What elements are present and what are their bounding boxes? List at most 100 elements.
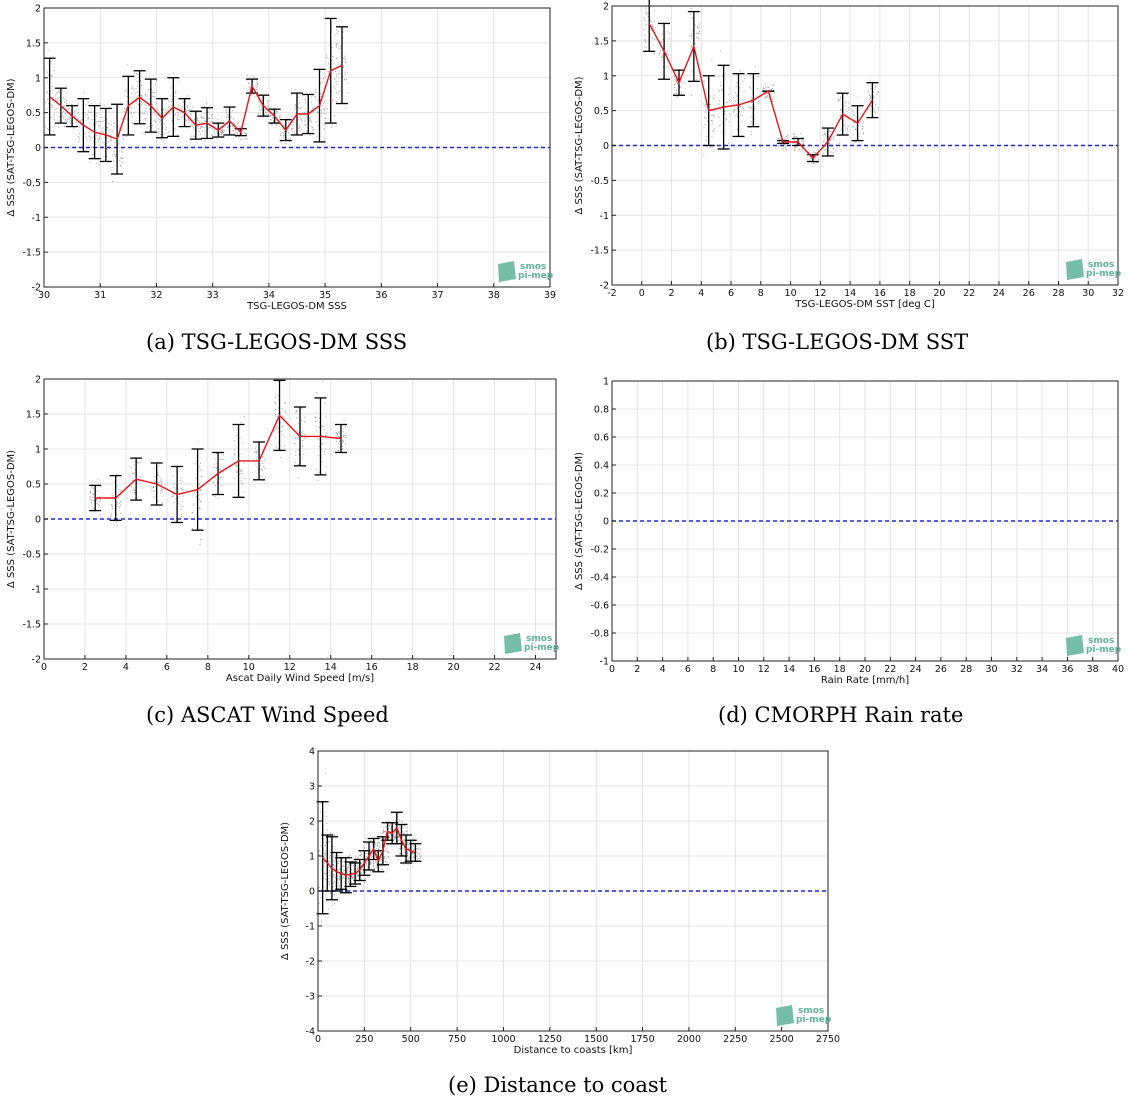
scatter-point <box>122 162 124 163</box>
scatter-point <box>212 127 213 129</box>
scatter-point <box>99 138 100 140</box>
scatter-point <box>698 38 700 39</box>
y-tick-label: 0.5 <box>594 106 609 117</box>
y-tick-label: 0.6 <box>594 433 609 444</box>
scatter-point <box>242 126 244 128</box>
scatter-point <box>766 96 768 98</box>
scatter-point <box>233 123 235 125</box>
scatter-point <box>299 126 301 128</box>
scatter-point <box>644 20 646 22</box>
scatter-point <box>301 119 303 121</box>
x-tick-label: 14 <box>325 662 337 673</box>
scatter-point <box>403 841 405 843</box>
scatter-point <box>341 889 343 891</box>
y-tick-label: -2 <box>32 655 41 666</box>
scatter-point <box>336 97 338 99</box>
scatter-point <box>319 422 321 424</box>
scatter-point <box>182 480 184 482</box>
scatter-point <box>214 129 216 130</box>
scatter-point <box>192 504 194 506</box>
scatter-point <box>795 146 797 148</box>
scatter-point <box>736 95 738 97</box>
scatter-point <box>318 455 320 456</box>
scatter-point <box>324 471 326 473</box>
scatter-point <box>331 47 333 48</box>
scatter-point <box>244 132 246 134</box>
scatter-point <box>410 849 412 851</box>
scatter-point <box>841 110 843 112</box>
scatter-point <box>713 114 715 116</box>
scatter-point <box>661 55 663 57</box>
y-tick-label: 2 <box>603 2 609 13</box>
scatter-point <box>404 847 405 848</box>
scatter-point <box>124 90 126 92</box>
scatter-point <box>323 878 324 879</box>
scatter-point <box>337 62 339 64</box>
scatter-point <box>343 440 345 442</box>
scatter-point <box>133 461 135 463</box>
scatter-point <box>868 94 870 96</box>
scatter-point <box>269 115 271 117</box>
scatter-point <box>355 884 357 886</box>
scatter-point <box>764 97 766 99</box>
scatter-point <box>356 865 358 867</box>
scatter-point <box>669 38 671 40</box>
scatter-point <box>208 125 210 127</box>
scatter-point <box>802 143 803 145</box>
x-tick-label: 4 <box>698 288 704 299</box>
scatter-point <box>724 73 726 75</box>
scatter-point <box>101 130 102 132</box>
scatter-point <box>342 57 344 59</box>
scatter-point <box>327 71 329 73</box>
scatter-point <box>365 872 367 873</box>
scatter-point <box>99 137 100 139</box>
scatter-point <box>332 56 333 58</box>
scatter-point <box>705 139 707 141</box>
scatter-point <box>294 133 296 135</box>
y-tick-label: -1 <box>32 585 41 596</box>
scatter-point <box>869 79 871 81</box>
x-tick-label: 37 <box>432 290 444 301</box>
scatter-point <box>793 149 795 151</box>
scatter-point <box>160 119 162 121</box>
scatter-point <box>220 132 222 133</box>
scatter-point <box>284 410 286 412</box>
scatter-point <box>287 138 289 140</box>
scatter-point <box>184 111 186 113</box>
scatter-point <box>381 862 383 864</box>
scatter-point <box>227 127 229 128</box>
scatter-point <box>397 827 399 829</box>
scatter-point <box>402 841 404 843</box>
scatter-point <box>109 135 111 136</box>
scatter-point <box>91 119 93 121</box>
scatter-point <box>295 411 297 413</box>
scatter-point <box>399 840 401 842</box>
scatter-point <box>176 134 178 136</box>
scatter-point <box>339 877 340 879</box>
scatter-point <box>741 121 743 123</box>
scatter-point <box>119 164 121 166</box>
scatter-point <box>121 157 123 159</box>
scatter-point <box>238 126 240 128</box>
scatter-point <box>733 103 735 105</box>
scatter-point <box>346 872 348 873</box>
scatter-point <box>50 99 52 101</box>
logo-text: pi-mep <box>518 271 554 281</box>
scatter-point <box>185 111 187 113</box>
scatter-point <box>53 114 55 116</box>
scatter-point <box>315 420 316 422</box>
scatter-point <box>343 66 345 68</box>
scatter-point <box>332 851 334 853</box>
scatter-point <box>265 111 266 113</box>
scatter-point <box>131 88 133 89</box>
scatter-point <box>673 76 675 77</box>
scatter-point <box>345 79 347 81</box>
scatter-point <box>194 129 196 131</box>
scatter-point <box>277 431 279 433</box>
scatter-point <box>378 849 380 851</box>
scatter-point <box>57 98 59 99</box>
scatter-point <box>297 107 299 109</box>
scatter-point <box>344 59 346 61</box>
x-tick-label: 1750 <box>630 1034 654 1045</box>
scatter-point <box>345 426 347 428</box>
